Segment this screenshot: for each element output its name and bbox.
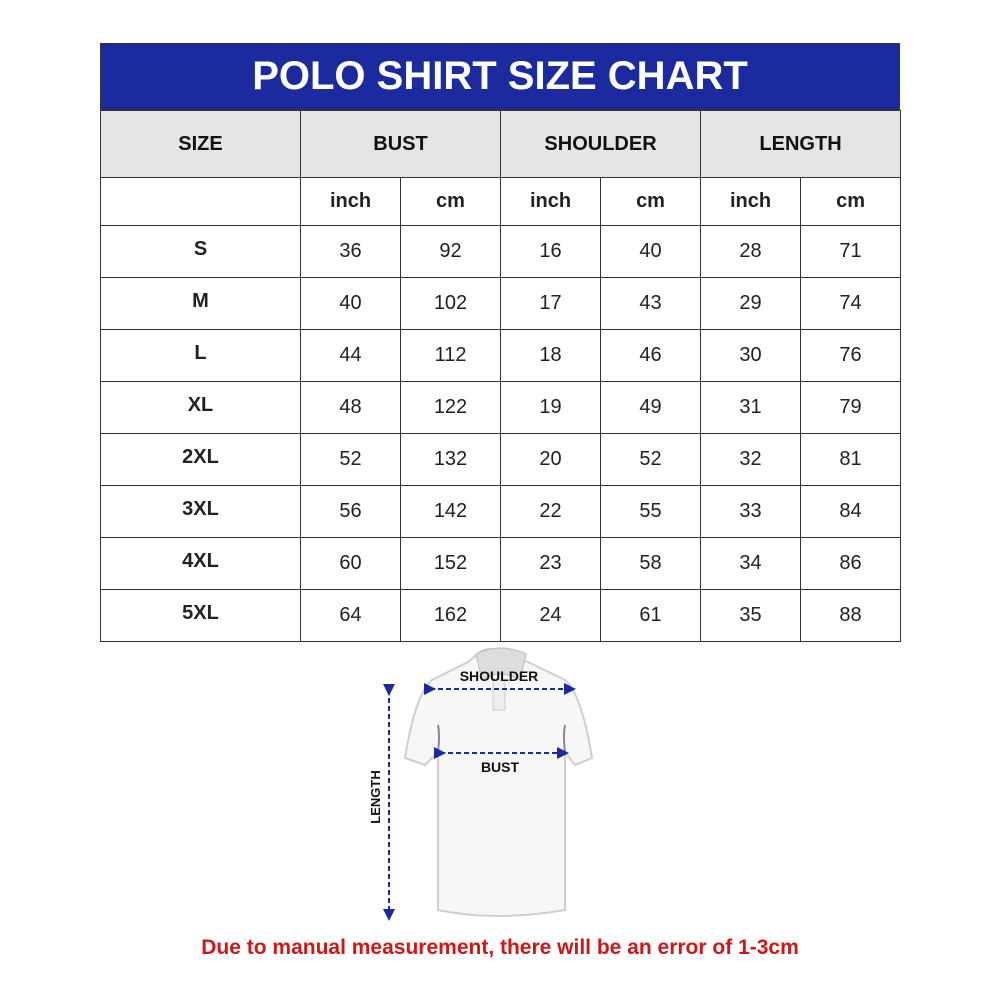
value-cell: 60 — [300, 537, 401, 590]
value-cell: 35 — [700, 589, 802, 642]
value-cell: 71 — [800, 225, 902, 278]
value-cell: 122 — [399, 381, 502, 434]
value-cell: 20 — [500, 433, 602, 486]
header-shoulder: SHOULDER — [500, 110, 702, 178]
value-cell: 29 — [700, 277, 802, 330]
header-length: LENGTH — [700, 110, 902, 178]
unit-label: cm — [399, 177, 502, 226]
value-cell: 34 — [700, 537, 802, 590]
shirt-icon — [403, 647, 594, 917]
value-cell: 81 — [800, 433, 902, 486]
value-cell: 55 — [600, 485, 702, 538]
value-cell: 18 — [500, 329, 602, 382]
value-cell: 92 — [399, 225, 502, 278]
size-cell: L — [100, 329, 301, 382]
bust-label: BUST — [481, 759, 520, 775]
value-cell: 49 — [600, 381, 702, 434]
table-row: 3XL 56 142 22 55 33 84 — [100, 485, 902, 538]
table-row: 5XL 64 162 24 61 35 88 — [100, 589, 902, 642]
table-row: 4XL 60 152 23 58 34 86 — [100, 537, 902, 590]
value-cell: 43 — [600, 277, 702, 330]
value-cell: 112 — [399, 329, 502, 382]
size-cell: XL — [100, 381, 301, 434]
chart-title: POLO SHIRT SIZE CHART — [100, 43, 900, 110]
table-row: 2XL 52 132 20 52 32 81 — [100, 433, 902, 486]
value-cell: 142 — [399, 485, 502, 538]
size-cell: S — [100, 225, 301, 278]
size-cell: 2XL — [100, 433, 301, 486]
value-cell: 88 — [800, 589, 902, 642]
value-cell: 17 — [500, 277, 602, 330]
value-cell: 152 — [399, 537, 502, 590]
value-cell: 86 — [800, 537, 902, 590]
unit-label: cm — [800, 177, 902, 226]
value-cell: 44 — [300, 329, 401, 382]
value-cell: 102 — [399, 277, 502, 330]
size-cell: 5XL — [100, 589, 301, 642]
table-row: M 40 102 17 43 29 74 — [100, 277, 902, 330]
value-cell: 40 — [600, 225, 702, 278]
value-cell: 30 — [700, 329, 802, 382]
value-cell: 33 — [700, 485, 802, 538]
value-cell: 31 — [700, 381, 802, 434]
measurement-note: Due to manual measurement, there will be… — [201, 936, 799, 959]
unit-label: cm — [600, 177, 702, 226]
value-cell: 22 — [500, 485, 602, 538]
value-cell: 48 — [300, 381, 401, 434]
value-cell: 61 — [600, 589, 702, 642]
polo-shirt-diagram: SHOULDER BUST LENGTH — [368, 647, 594, 921]
value-cell: 52 — [600, 433, 702, 486]
value-cell: 16 — [500, 225, 602, 278]
value-cell: 23 — [500, 537, 602, 590]
value-cell: 32 — [700, 433, 802, 486]
value-cell: 36 — [300, 225, 401, 278]
table-row: L 44 112 18 46 30 76 — [100, 329, 902, 382]
value-cell: 76 — [800, 329, 902, 382]
table-row: XL 48 122 19 49 31 79 — [100, 381, 902, 434]
value-cell: 64 — [300, 589, 401, 642]
value-cell: 162 — [399, 589, 502, 642]
unit-row: inch cm inch cm inch cm — [100, 177, 902, 226]
header-bust: BUST — [299, 110, 502, 178]
value-cell: 52 — [300, 433, 401, 486]
header-size: SIZE — [100, 110, 301, 178]
unit-blank — [100, 177, 301, 226]
value-cell: 24 — [500, 589, 602, 642]
value-cell: 28 — [700, 225, 802, 278]
size-cell: 3XL — [100, 485, 301, 538]
value-cell: 132 — [399, 433, 502, 486]
length-label: LENGTH — [368, 770, 383, 823]
size-cell: 4XL — [100, 537, 301, 590]
size-table: SIZE BUST SHOULDER LENGTH inch cm inch c… — [100, 110, 902, 642]
value-cell: 56 — [300, 485, 401, 538]
unit-label: inch — [700, 177, 802, 226]
value-cell: 46 — [600, 329, 702, 382]
shoulder-label: SHOULDER — [460, 668, 539, 684]
value-cell: 19 — [500, 381, 602, 434]
value-cell: 58 — [600, 537, 702, 590]
value-cell: 79 — [800, 381, 902, 434]
size-cell: M — [100, 277, 301, 330]
value-cell: 40 — [300, 277, 401, 330]
unit-label: inch — [300, 177, 401, 226]
header-row: SIZE BUST SHOULDER LENGTH — [100, 110, 902, 178]
value-cell: 84 — [800, 485, 902, 538]
value-cell: 74 — [800, 277, 902, 330]
unit-label: inch — [500, 177, 602, 226]
table-row: S 36 92 16 40 28 71 — [100, 225, 902, 278]
